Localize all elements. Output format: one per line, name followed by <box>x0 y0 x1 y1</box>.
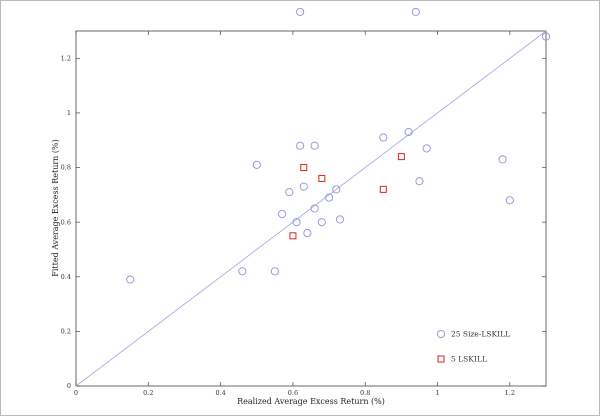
scatter-point-circle <box>411 7 420 16</box>
x-tick-label: 1 <box>435 389 439 397</box>
x-tick-label: 0.2 <box>143 389 153 397</box>
y-axis-label: Fitted Average Excess Return (%) <box>51 139 60 276</box>
scatter-point-circle <box>332 185 341 194</box>
scatter-point-circle <box>404 127 413 137</box>
legend-label: 25 Size-LSKILL <box>451 330 510 339</box>
y-tick-label: 0 <box>67 382 71 390</box>
scatter-point-circle <box>325 193 334 202</box>
y-tick-label: 1 <box>67 109 71 117</box>
scatter-point-circle <box>285 188 294 197</box>
scatter-point-circle <box>278 209 287 219</box>
scatter-point-circle <box>541 32 551 41</box>
y-tick-label: 0.2 <box>61 328 71 336</box>
legend-marker-square <box>437 355 445 363</box>
scatter-point-square <box>379 185 387 193</box>
x-tick-label: 1.2 <box>505 389 515 397</box>
scatter-point-circle <box>296 7 305 16</box>
scatter-point-circle <box>299 182 308 191</box>
x-tick-label: 0.6 <box>288 389 298 397</box>
scatter-point-circle <box>252 160 261 169</box>
scatter-point-circle <box>126 275 135 284</box>
legend: 25 Size-LSKILL 5 LSKILL <box>436 329 510 364</box>
scatter-point-circle <box>310 141 319 150</box>
y-tick-label: 0.4 <box>61 273 71 281</box>
scatter-point-circle <box>292 218 301 227</box>
scatter-point-circle <box>270 267 279 276</box>
x-tick-label: 0 <box>74 389 78 397</box>
scatter-point-circle <box>238 267 247 276</box>
scatter-point-circle <box>379 133 388 142</box>
scatter-point-circle <box>303 229 312 238</box>
x-tick-label: 0.8 <box>360 389 370 397</box>
scatter-point-circle <box>335 215 344 224</box>
scatter-point-circle <box>310 204 319 213</box>
scatter-point-square <box>300 164 308 172</box>
x-axis-label: Realized Average Excess Return (%) <box>237 397 385 406</box>
axis-ticks: 0 0.2 0.4 0.6 0.8 1 1.2 0 0.2 0.4 0.6 0.8 1 1.2 <box>61 31 546 397</box>
legend-marker-circle <box>436 329 446 339</box>
y-tick-label: 0.6 <box>61 218 71 226</box>
scatter-point-square <box>397 153 405 161</box>
scatter-point-circle <box>422 144 431 153</box>
scatter-point-circle <box>415 177 424 186</box>
scatter-point-square <box>289 232 297 240</box>
scatter-point-circle <box>317 218 326 227</box>
scatter-point-circle <box>296 141 305 150</box>
plot-frame <box>75 30 547 387</box>
y-tick-label: 0.8 <box>61 164 71 172</box>
data-points-group <box>126 7 551 284</box>
scatter-point-circle <box>498 155 507 164</box>
scatter-point-circle <box>505 196 514 205</box>
legend-label: 5 LSKILL <box>451 355 487 364</box>
x-tick-label: 0.4 <box>215 389 225 397</box>
y-tick-label: 1.2 <box>61 55 71 63</box>
scatter-point-square <box>318 174 326 182</box>
